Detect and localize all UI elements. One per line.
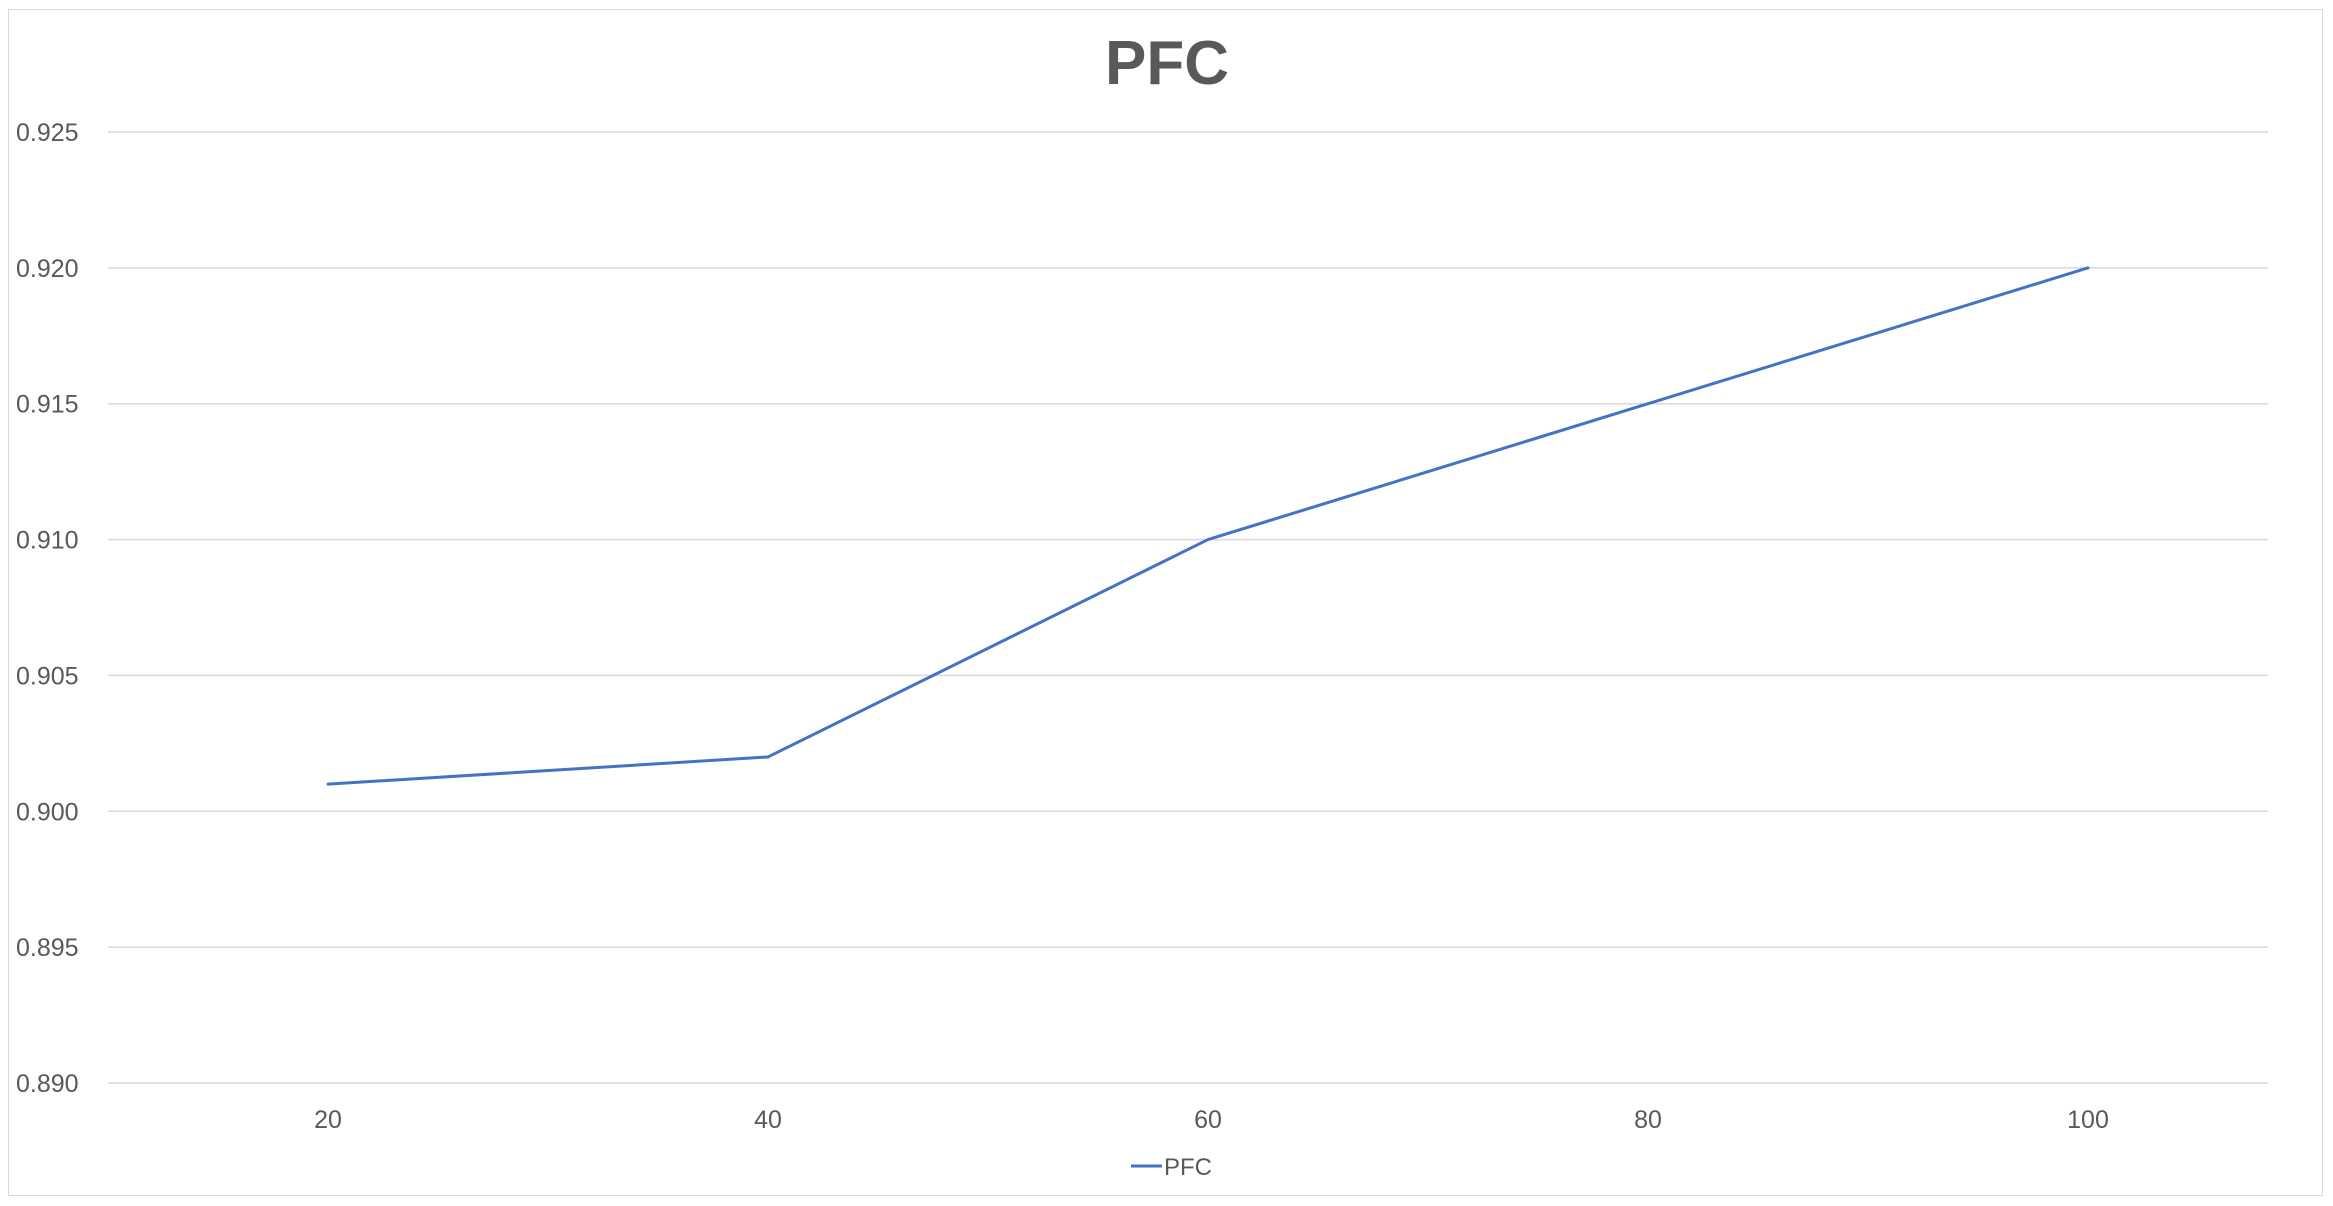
y-tick-label: 0.890 [16, 1070, 79, 1098]
chart-frame [8, 9, 2323, 1196]
y-tick-label: 0.910 [16, 527, 79, 555]
y-tick-label: 0.925 [16, 119, 79, 147]
data-point [326, 782, 330, 786]
y-tick-label: 0.895 [16, 934, 79, 962]
x-tick-label: 80 [1634, 1106, 1662, 1134]
data-point [1646, 402, 1650, 406]
y-tick-label: 0.915 [16, 391, 79, 419]
x-tick-label: 60 [1194, 1106, 1222, 1134]
series-layer [326, 266, 2090, 786]
gridlines [108, 131, 2268, 1084]
y-tick-label: 0.905 [16, 662, 79, 690]
data-point [1206, 538, 1210, 542]
x-tick-label: 20 [314, 1106, 342, 1134]
y-tick-label: 0.920 [16, 255, 79, 283]
x-tick-label: 40 [754, 1106, 782, 1134]
y-axis-tick-labels: 0.890 0.895 0.900 0.905 0.910 0.915 0.920 0.925 [16, 119, 79, 1098]
chart-title: PFC [1105, 29, 1229, 98]
y-tick-label: 0.900 [16, 798, 79, 826]
series-line-pfc [327, 266, 2089, 786]
data-point [766, 755, 770, 759]
x-tick-label: 100 [2067, 1106, 2109, 1134]
legend-label-pfc: PFC [1164, 1154, 1212, 1181]
data-point [2086, 266, 2090, 270]
legend: PFC [1131, 1154, 1212, 1181]
x-axis-tick-labels: 20 40 60 80 100 [314, 1106, 2109, 1134]
